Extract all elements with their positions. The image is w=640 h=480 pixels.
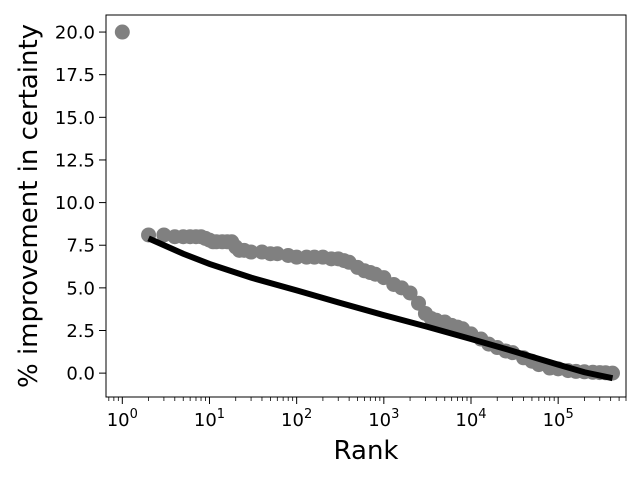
y-axis: 0.0 2.5 5.0 7.5 10.0 12.5 15.0 17.5 20.0 bbox=[55, 23, 106, 385]
y-tick-label: 5.0 bbox=[66, 278, 95, 299]
x-axis: 100 101 102 103 104 105 bbox=[107, 397, 627, 431]
y-tick-label: 15.0 bbox=[55, 108, 95, 129]
y-tick-label: 7.5 bbox=[66, 236, 95, 257]
x-tick-label: 101 bbox=[194, 407, 225, 431]
y-tick-label: 10.0 bbox=[55, 193, 95, 214]
data-point bbox=[243, 244, 259, 260]
plot-marks bbox=[114, 24, 620, 382]
y-tick-label: 20.0 bbox=[55, 23, 95, 44]
y-axis-label: % improvement in certainty bbox=[14, 24, 44, 388]
x-axis-label: Rank bbox=[334, 436, 399, 466]
data-point bbox=[114, 24, 130, 40]
x-tick-label: 104 bbox=[455, 407, 486, 431]
plot-frame bbox=[105, 14, 627, 398]
fit-line bbox=[147, 235, 614, 382]
y-tick-label: 2.5 bbox=[66, 321, 95, 342]
x-tick-label: 100 bbox=[107, 407, 138, 431]
x-tick-label: 105 bbox=[543, 407, 574, 431]
x-tick-label: 103 bbox=[368, 407, 399, 431]
y-tick-label: 0.0 bbox=[66, 364, 95, 385]
y-tick-label: 12.5 bbox=[55, 150, 95, 171]
y-tick-label: 17.5 bbox=[55, 65, 95, 86]
x-tick-label: 102 bbox=[281, 407, 312, 431]
data-point bbox=[402, 285, 418, 301]
